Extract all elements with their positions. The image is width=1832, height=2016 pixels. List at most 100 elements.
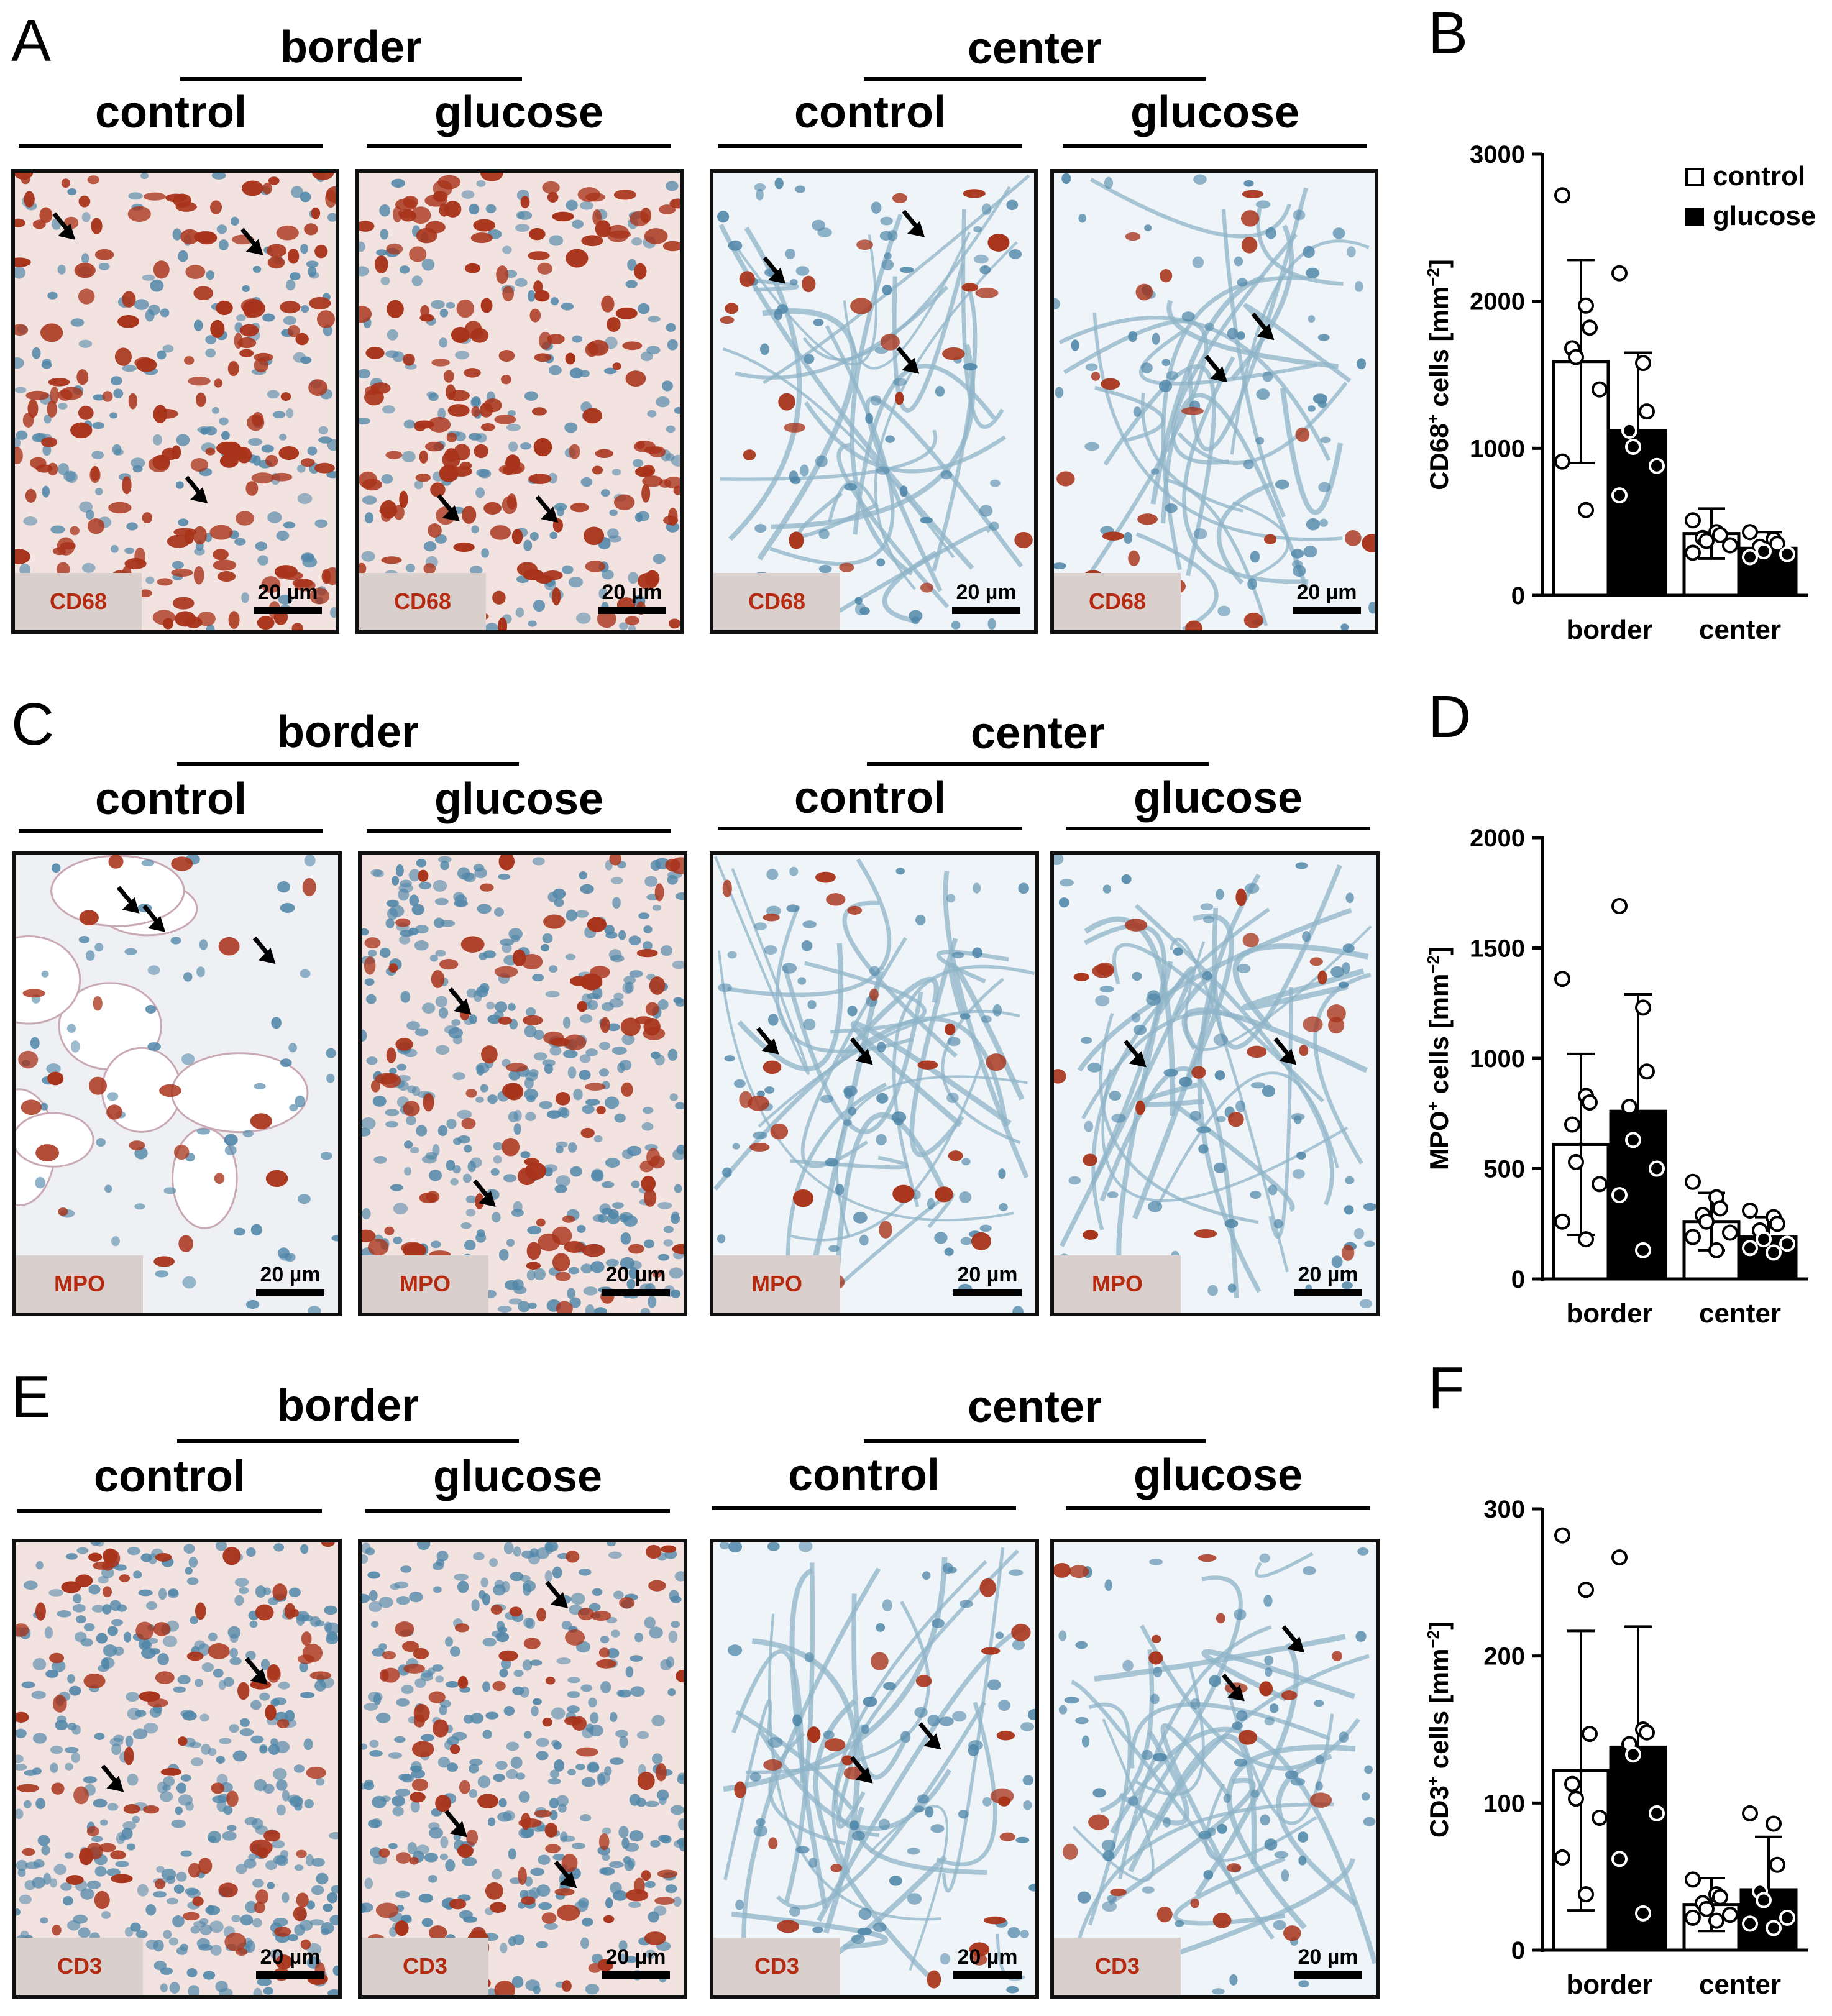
y-tick-label: 500: [1483, 1156, 1525, 1183]
group-rule-border: [180, 77, 522, 81]
data-point: [1635, 1905, 1651, 1922]
condition-header: control: [95, 88, 247, 137]
legend-swatch-control: [1685, 168, 1704, 186]
condition-header: glucose: [1133, 1450, 1303, 1500]
arrow-icon: [902, 209, 925, 237]
data-point: [1578, 502, 1594, 518]
data-point: [1742, 1240, 1758, 1257]
tissue-texture: [362, 1542, 684, 1995]
data-point: [1582, 1094, 1598, 1111]
group-header-center: center: [967, 24, 1102, 73]
panel-letter-d: D: [1428, 684, 1471, 750]
data-point: [1625, 1132, 1641, 1148]
condition-header: glucose: [433, 1452, 603, 1501]
data-point: [1578, 1231, 1594, 1248]
data-point: [1554, 1213, 1570, 1230]
group-header-border: border: [277, 707, 419, 757]
scale-bar-line: [254, 607, 322, 614]
scale-bar: 20 µm: [256, 1946, 324, 1979]
stain-label: CD3: [1054, 1938, 1181, 1995]
x-tick-label: border: [1566, 615, 1652, 645]
arrow-icon: [245, 1657, 268, 1685]
scale-bar-label: 20 µm: [1296, 580, 1357, 604]
scale-bar-line: [1293, 607, 1361, 614]
scale-bar: 20 µm: [1293, 582, 1361, 614]
scale-bar-label: 20 µm: [1298, 1945, 1358, 1969]
data-point: [1578, 297, 1594, 314]
data-point: [1611, 1549, 1628, 1566]
data-point: [1625, 438, 1641, 455]
panel-letter-c: C: [11, 691, 55, 758]
x-tick-label: center: [1699, 1969, 1781, 2000]
data-point: [1685, 1173, 1701, 1190]
micrograph-center-control: CD3 20 µm: [710, 1539, 1039, 1999]
tissue-texture: [16, 855, 338, 1313]
data-point: [1698, 1213, 1715, 1230]
scale-bar: 20 µm: [953, 1264, 1022, 1296]
panel-letter-f: F: [1428, 1355, 1465, 1421]
micrograph-border-glucose: CD3 20 µm: [358, 1539, 687, 1999]
scale-bar-line: [602, 1289, 670, 1296]
chart-f: F 0 100 200 300 CD3+ cells [mm−2] border center: [1380, 1355, 1832, 2013]
y-axis-label: MPO+ cells [mm−2]: [1424, 946, 1454, 1170]
micrograph-border-glucose: CD68 20 µm: [355, 169, 684, 634]
y-tick-label: 2000: [1470, 288, 1525, 316]
chart-svg: F 0 100 200 300 CD3+ cells [mm−2] border center: [1424, 1355, 1808, 2000]
legend-swatch-glucose: [1685, 208, 1704, 226]
micrograph-center-control: CD68 20 µm: [710, 169, 1038, 634]
group-rule-center: [864, 1439, 1206, 1443]
data-point: [1769, 1856, 1785, 1873]
legend-label: control: [1713, 161, 1805, 191]
scale-bar-label: 20 µm: [1298, 1263, 1358, 1286]
data-point: [1635, 355, 1651, 372]
data-point: [1779, 546, 1795, 562]
condition-rule: [19, 144, 323, 148]
tissue-texture: [359, 173, 680, 630]
data-point: [1582, 1726, 1598, 1743]
micrograph-border-control: CD68 20 µm: [11, 169, 339, 634]
arrow-icon: [1281, 1625, 1305, 1653]
condition-rule: [1066, 1506, 1370, 1510]
data-point: [1592, 1810, 1608, 1826]
scale-bar-label: 20 µm: [957, 1263, 1018, 1286]
data-point: [1742, 524, 1758, 541]
scale-bar-line: [256, 1289, 324, 1296]
arrow-icon: [1251, 313, 1275, 341]
data-point: [1611, 898, 1628, 915]
data-point: [1564, 1775, 1580, 1792]
y-tick-label: 3000: [1470, 141, 1525, 168]
condition-rule: [712, 1506, 1016, 1510]
data-point: [1611, 1851, 1628, 1867]
tissue-texture: [713, 1542, 1035, 1995]
data-point: [1756, 1892, 1772, 1908]
arrow-icon: [448, 987, 472, 1015]
data-point: [1554, 1849, 1570, 1866]
data-point: [1779, 1909, 1795, 1926]
condition-rule: [367, 144, 671, 148]
x-tick-label: border: [1566, 1298, 1652, 1329]
data-point: [1698, 1900, 1715, 1917]
condition-rule: [17, 1509, 322, 1513]
arrow-icon: [185, 475, 208, 503]
condition-rule: [365, 1509, 670, 1513]
scale-bar-label: 20 µm: [605, 1263, 666, 1286]
condition-rule: [718, 827, 1022, 830]
data-point: [1742, 1202, 1758, 1219]
data-point: [1766, 1920, 1782, 1936]
group-header-border: border: [280, 22, 423, 72]
panel-letter-b: B: [1428, 0, 1468, 66]
tissue-texture: [15, 173, 336, 630]
data-point: [1708, 1912, 1724, 1929]
micrograph-border-glucose: MPO 20 µm: [358, 851, 687, 1316]
condition-header: control: [794, 773, 946, 823]
scale-bar-label: 20 µm: [957, 1945, 1018, 1969]
arrow-icon: [240, 227, 263, 255]
data-point: [1685, 1871, 1701, 1888]
panel-letter-e: E: [11, 1363, 52, 1430]
chart-b: B 0 1000 2000 3000 CD68+ cells [mm−2] border ce…: [1380, 0, 1832, 659]
scale-bar: 20 µm: [1294, 1946, 1362, 1979]
scale-bar-line: [602, 1971, 670, 1979]
arrow-icon: [850, 1037, 873, 1065]
micrograph-center-glucose: CD3 20 µm: [1050, 1539, 1380, 1999]
data-point: [1766, 1244, 1782, 1261]
